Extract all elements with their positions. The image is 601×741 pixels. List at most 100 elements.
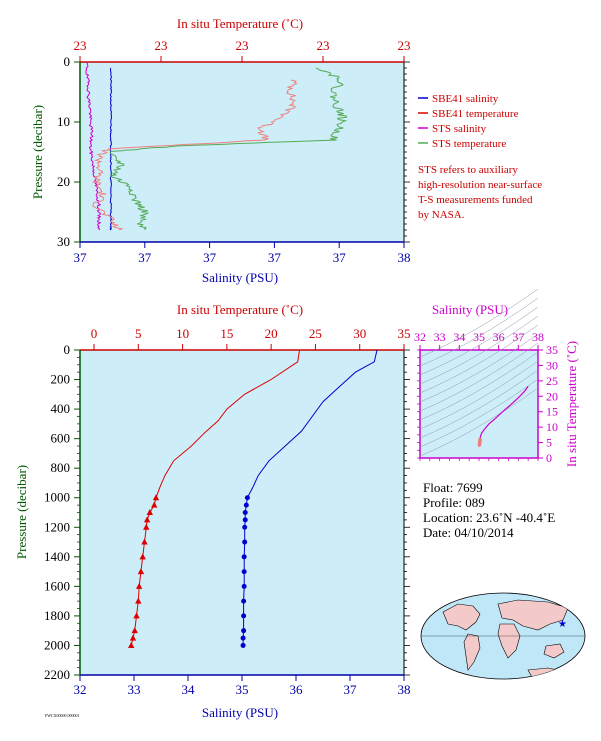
ts-temp-tick-label: 30 [546,358,558,372]
salinity-marker [241,554,247,560]
figure-code: FWCX00000 000001 [45,713,80,718]
ts-temp-tick-label: 25 [546,374,558,388]
profile-number: Profile: 089 [423,495,485,510]
note-line-2: high-resolution near-surface [418,179,542,191]
density-contour [419,351,539,421]
main-temp-axis-label: In situ Temperature (˚C) [177,302,303,317]
top-pressure-tick-label: 30 [57,234,70,249]
top-sal-tick-label: 37 [74,250,88,265]
salinity-marker [241,598,247,604]
ts-sal-axis-label: Salinity (PSU) [432,302,508,317]
top-series [85,61,348,231]
top-sal-tick-label: 37 [333,250,347,265]
salinity-marker [242,510,248,515]
top-sal-tick-label: 38 [398,250,411,265]
top-series-sbe41-temperature [92,79,298,231]
density-contour [419,297,539,367]
density-contour [419,288,539,358]
top-sal-ticks: 37 37 37 37 37 38 [74,242,411,265]
top-pressure-tick-label: 20 [57,174,70,189]
ts-sal-tick-label: 34 [453,330,465,344]
salinity-marker [240,642,246,648]
density-contour [419,378,539,448]
legend-label: STS temperature [432,138,506,150]
main-pressure-tick-label: 1000 [44,490,70,505]
temperature-marker [135,597,142,604]
ts-sal-tick-label: 35 [473,330,485,344]
temperature-marker [133,612,140,619]
main-temp-tick-label: 35 [398,326,411,341]
top-temp-tick-label: 23 [317,38,330,53]
temperature-marker [146,509,153,515]
note-line-4: by NASA. [418,209,465,221]
top-temp-tick-label: 23 [74,38,87,53]
main-sal-tick-label: 34 [182,682,196,697]
ts-temp-axis-label: In situ Temperature (˚C) [564,341,579,467]
main-pressure-tick-label: 0 [64,342,71,357]
main-temp-tick-label: 10 [176,326,189,341]
temperature-marker [143,516,151,523]
main-pressure-tick-label: 2000 [44,637,70,652]
density-contour [419,306,539,376]
top-pressure-ticks: 0 10 20 30 [57,54,410,249]
main-pressure-tick-label: 1800 [44,608,70,623]
float-info: Float: 7699 Profile: 089 Location: 23.6˚… [423,480,555,540]
salinity-marker [242,539,248,545]
density-contour [419,342,539,412]
main-series [128,349,378,648]
density-contour [419,315,539,385]
salinity-marker [241,613,247,619]
main-pressure-ticks: 0 200 400 600 800 1000 1200 1400 1600 1800 2000 220… [44,342,410,682]
top-temp-ticks: 23 23 23 23 23 [74,38,411,62]
temperature-marker [129,634,137,641]
legend-label: SBE41 salinity [432,93,499,105]
main-temp-tick-label: 30 [353,326,366,341]
ts-temp-tick-label: 15 [546,405,558,419]
density-contours [419,288,539,457]
main-pressure-tick-label: 600 [51,431,71,446]
temperature-marker [141,538,148,545]
temperature-marker [135,582,143,589]
top-sal-tick-label: 37 [268,250,282,265]
density-contour [419,369,539,439]
main-temp-ticks: 0 5 10 15 20 25 30 35 [91,326,411,350]
ts-temp-tick-label: 10 [546,420,558,434]
main-temp-tick-label: 15 [220,326,233,341]
salinity-marker [242,524,248,530]
temperature-marker [131,627,138,634]
ts-sal-tick-label: 36 [493,330,505,344]
main-pressure-axis-label: Pressure (decibar) [14,465,29,559]
main-pressure-tick-label: 800 [51,460,71,475]
temperature-marker [143,523,150,530]
main-pressure-tick-label: 400 [51,401,71,416]
salinity-marker [241,583,247,589]
note-line-3: T-S measurements funded [418,194,533,206]
ts-sal-tick-label: 33 [434,330,446,344]
main-sal-ticks: 32 33 34 35 36 37 38 [74,675,411,697]
main-pressure-tick-label: 200 [51,372,71,387]
main-sal-tick-label: 37 [344,682,358,697]
float-position-marker: ★ [558,619,567,630]
top-sal-tick-label: 37 [203,250,217,265]
salinity-marker [241,628,247,634]
top-plot-area [79,61,405,243]
legend-label: SBE41 temperature [432,108,519,120]
salinity-marker [240,635,246,641]
date: Date: 04/10/2014 [423,525,514,540]
ts-sal-tick-label: 32 [414,330,426,344]
world-map: ★ [420,592,586,680]
density-contour [419,360,539,430]
main-pressure-tick-label: 2200 [44,667,70,682]
temperature-marker [139,553,146,560]
note-line-1: STS refers to auxiliary [418,164,518,176]
top-sal-axis-label: Salinity (PSU) [202,270,278,285]
top-series-sts-temperature [109,67,348,231]
ts-temp-tick-label: 0 [546,451,552,465]
location: Location: 23.6˚N -40.4˚E [423,510,556,525]
main-temp-tick-label: 20 [265,326,278,341]
main-temp-tick-label: 25 [309,326,322,341]
top-temp-tick-label: 23 [155,38,168,53]
ts-panel: Salinity (PSU) 32 33 34 35 36 37 38 3530252015… [414,288,579,467]
main-panel: In situ Temperature (˚C) 0 5 10 15 20 25 30 35 … [14,302,411,720]
